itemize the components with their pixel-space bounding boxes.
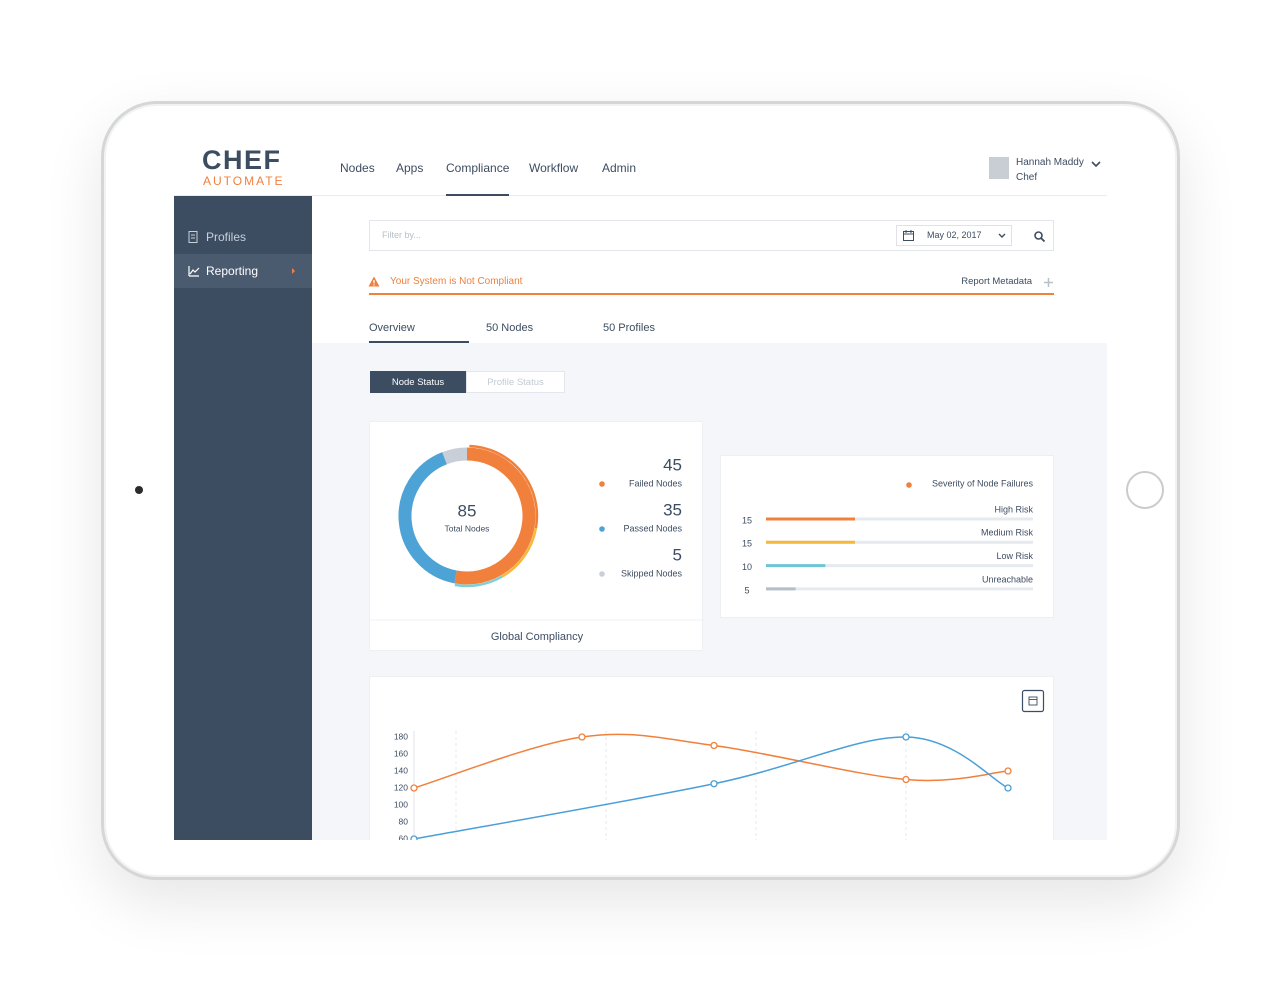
home-button[interactable]: [1126, 471, 1164, 509]
y-tick-label: 100: [394, 799, 408, 809]
calendar-icon: [1028, 696, 1038, 706]
legend-value: 45: [663, 455, 682, 474]
legend-label: Failed Nodes: [629, 478, 683, 488]
chart-title: Severity of Node Failures: [932, 478, 1034, 488]
nav-item[interactable]: Admin: [602, 161, 637, 175]
total-label: Total Nodes: [445, 523, 490, 533]
legend-dot: [599, 481, 605, 487]
legend-dot: [599, 571, 605, 577]
y-tick-label: 60: [399, 833, 409, 840]
active-chevron: [292, 268, 295, 274]
y-tick-label: 160: [394, 748, 408, 758]
y-tick-label: 140: [394, 765, 408, 775]
y-tick-label: 80: [399, 816, 409, 826]
calendar-button[interactable]: [1021, 689, 1045, 713]
filter-placeholder: Filter by...: [382, 230, 421, 240]
y-tick-label: 180: [394, 731, 408, 741]
avatar[interactable]: [989, 157, 1009, 179]
trend-chart: 60 80 100 120 140 160 180: [394, 689, 1045, 840]
chart-title: Global Compliancy: [491, 631, 584, 643]
bar-category: High Risk: [994, 504, 1033, 514]
camera: [135, 486, 143, 494]
nav-item[interactable]: Compliance: [446, 140, 510, 196]
severity-card: Severity of Node Failures High Risk 15 Medi…: [720, 455, 1054, 618]
sidebar-label: Reporting: [206, 264, 259, 278]
search-icon[interactable]: [1034, 231, 1045, 242]
nav-item[interactable]: Workflow: [529, 161, 579, 175]
bar-category: Medium Risk: [981, 528, 1034, 538]
sidebar-item[interactable]: Reporting: [174, 254, 312, 288]
data-point: [410, 784, 418, 792]
donut-card: 85 Total Nodes 45 Failed Nodes 35 Passed Node…: [369, 421, 704, 651]
user-name[interactable]: Hannah Maddy: [1016, 157, 1084, 168]
bar-value: 10: [742, 562, 752, 572]
data-point: [578, 733, 586, 741]
content-header: [312, 196, 1107, 343]
severity-chart: Severity of Node Failures High Risk 15 Medi…: [742, 478, 1034, 595]
tab[interactable]: 50 Profiles: [603, 322, 655, 334]
nav-item[interactable]: Nodes: [340, 161, 375, 175]
logo-subtitle: AUTOMATE: [203, 174, 285, 188]
bar-value: 15: [742, 515, 752, 525]
data-point: [1004, 767, 1012, 775]
filter-bar[interactable]: Filter by... May 02, 2017: [369, 220, 1054, 251]
warning-icon: [368, 276, 380, 287]
profiles-icon: [188, 231, 198, 243]
bar-category: Unreachable: [982, 574, 1033, 584]
data-point: [710, 780, 718, 788]
donut-segment: [454, 447, 536, 585]
bar-value: 15: [742, 539, 752, 549]
data-point: [710, 741, 718, 750]
legend-label: Passed Nodes: [623, 523, 682, 533]
trend-card: 60 80 100 120 140 160 180: [369, 676, 1054, 840]
y-tick-label: 120: [394, 782, 408, 792]
legend-dot: [599, 526, 605, 532]
tab[interactable]: Overview: [369, 322, 469, 343]
nav-item[interactable]: Apps: [396, 161, 424, 175]
data-point: [902, 733, 910, 741]
sidebar: Profiles Reporting: [174, 196, 312, 840]
data-point: [1004, 784, 1012, 792]
logo[interactable]: CHEF: [202, 145, 282, 175]
calendar-icon: [903, 230, 914, 241]
bar-value: 5: [744, 585, 749, 595]
outer-arc: [501, 527, 538, 578]
outer-arc: [469, 444, 539, 529]
report-metadata-link[interactable]: Report Metadata: [961, 276, 1032, 287]
screen: CHEF AUTOMATE Nodes Apps Compliance Work…: [174, 140, 1107, 840]
data-point: [410, 835, 418, 840]
date-value: May 02, 2017: [927, 230, 982, 240]
sidebar-item[interactable]: Profiles: [174, 220, 312, 254]
legend-label: Skipped Nodes: [621, 568, 683, 578]
reporting-icon: [188, 266, 200, 277]
toggle-button[interactable]: Profile Status: [466, 371, 565, 393]
sidebar-label: Profiles: [206, 230, 247, 244]
outer-arc: [454, 575, 503, 588]
alert-underline: [369, 293, 1054, 295]
series-line: [413, 736, 1009, 840]
alert-message: Your System is Not Compliant: [390, 276, 523, 287]
legend-value: 5: [673, 545, 682, 564]
data-point: [902, 775, 910, 784]
toggle-button[interactable]: Node Status: [370, 371, 466, 393]
expand-icon[interactable]: [1044, 278, 1053, 287]
legend-value: 35: [663, 500, 682, 519]
date-chevron: [998, 233, 1006, 238]
date-picker[interactable]: May 02, 2017: [896, 225, 1012, 246]
donut-segment: [442, 447, 468, 465]
donut-segment: [398, 452, 457, 584]
title-dot: [906, 482, 912, 488]
series-line: [413, 733, 1009, 789]
user-menu-chevron[interactable]: [1091, 160, 1101, 168]
bar-category: Low Risk: [996, 551, 1033, 561]
tab[interactable]: 50 Nodes: [486, 322, 534, 334]
header: CHEF AUTOMATE Nodes Apps Compliance Work…: [174, 140, 1107, 196]
total-value: 85: [458, 501, 477, 520]
donut-chart: 85 Total Nodes 45 Failed Nodes 35 Passed Node…: [370, 444, 704, 643]
user-org: Chef: [1016, 172, 1038, 183]
